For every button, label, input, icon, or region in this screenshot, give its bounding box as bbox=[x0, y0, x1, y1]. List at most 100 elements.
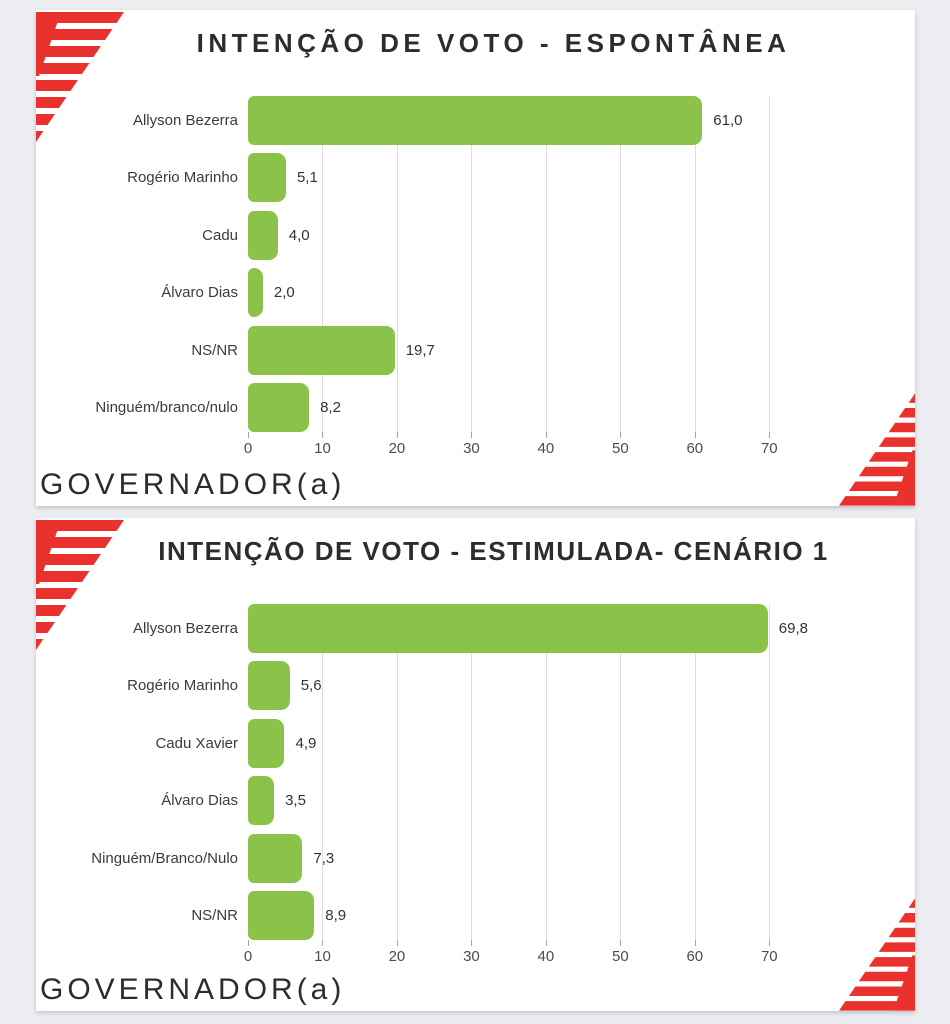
chart-footer-governador: GOVERNADOR(a) bbox=[40, 468, 346, 501]
bar bbox=[248, 890, 315, 940]
value-label: 61,0 bbox=[713, 112, 743, 129]
axis-tick-label: 0 bbox=[243, 948, 253, 965]
axis-tick-label: 70 bbox=[760, 440, 778, 457]
axis-tick-label: 20 bbox=[388, 948, 406, 965]
axis-tick-mark bbox=[396, 940, 398, 946]
bar bbox=[248, 268, 263, 318]
axis-tick-label: 10 bbox=[314, 440, 331, 457]
bar bbox=[248, 776, 275, 826]
bar bbox=[248, 210, 278, 260]
chart-row: Álvaro Dias 3,5 bbox=[36, 776, 881, 826]
chart-row: Cadu Xavier 4,9 bbox=[36, 718, 881, 768]
bar-track: 5,1 bbox=[248, 153, 881, 203]
axis-tick-mark bbox=[769, 432, 771, 438]
bar-track: 8,2 bbox=[248, 382, 881, 432]
bar bbox=[248, 382, 310, 432]
axis-spacer bbox=[36, 432, 248, 462]
axis-tick-label: 30 bbox=[463, 948, 480, 965]
axis-tick-mark bbox=[694, 940, 696, 946]
axis-tick-label: 50 bbox=[612, 948, 629, 965]
axis-tick-label: 40 bbox=[537, 440, 555, 457]
bar-track: 61,0 bbox=[248, 96, 881, 145]
chart-row: Rogério Marinho 5,1 bbox=[36, 153, 881, 203]
bar-track: 5,6 bbox=[248, 661, 881, 711]
axis-tick-label: 60 bbox=[686, 440, 704, 457]
gridline bbox=[322, 96, 324, 432]
category-label: Ninguém/branco/nulo bbox=[95, 398, 238, 416]
axis-tick-label: 70 bbox=[760, 948, 778, 965]
category-label: Álvaro Dias bbox=[161, 284, 238, 302]
category-label: Cadu bbox=[202, 226, 238, 244]
category-label: Rogério Marinho bbox=[127, 169, 238, 187]
axis-tick-mark bbox=[545, 940, 547, 946]
axis-tick-label: 10 bbox=[314, 948, 331, 965]
bar-track: 69,8 bbox=[248, 604, 881, 653]
gridline bbox=[471, 96, 473, 432]
bar-track: 4,9 bbox=[248, 718, 881, 768]
chart-row: NS/NR 19,7 bbox=[36, 325, 881, 375]
gridline bbox=[694, 604, 696, 940]
axis-tick-label: 30 bbox=[463, 440, 480, 457]
poll-card-espontanea: INTENÇÃO DE VOTO - ESPONTÂNEA Allyson Be… bbox=[36, 10, 915, 506]
value-label: 8,9 bbox=[325, 906, 347, 924]
chart-row: Allyson Bezerra 61,0 bbox=[36, 96, 881, 145]
chart-row: Álvaro Dias 2,0 bbox=[36, 268, 881, 318]
axis-tick-mark bbox=[322, 432, 324, 438]
value-label: 19,7 bbox=[405, 341, 435, 359]
axis-tick-mark bbox=[471, 432, 473, 438]
category-label: Allyson Bezerra bbox=[132, 620, 238, 637]
value-label: 8,2 bbox=[320, 398, 341, 416]
value-label: 2,0 bbox=[273, 284, 295, 302]
chart-plot-area: Allyson Bezerra 61,0 Rogério Marinho 5,1 Cad… bbox=[36, 96, 881, 432]
chart-row: Ninguém/Branco/Nulo 7,3 bbox=[36, 833, 881, 883]
gridline bbox=[620, 96, 622, 432]
chart-row: Allyson Bezerra 69,8 bbox=[36, 604, 881, 653]
axis-tick-mark bbox=[322, 940, 324, 946]
axis-line: 0 10 20 30 40 50 60 70 bbox=[244, 940, 881, 970]
axis-tick-mark bbox=[620, 940, 622, 946]
bar-track: 3,5 bbox=[248, 776, 881, 826]
chart-plot-area: Allyson Bezerra 69,8 Rogério Marinho 5,6 Cad… bbox=[36, 604, 881, 940]
axis-tick-mark bbox=[471, 940, 473, 946]
axis-tick-mark bbox=[248, 940, 249, 946]
bar bbox=[248, 718, 285, 768]
bar bbox=[248, 661, 290, 711]
grid-layer bbox=[248, 604, 881, 940]
chart-footer-governador: GOVERNADOR(a) bbox=[40, 973, 346, 1006]
category-label: Ninguém/Branco/Nulo bbox=[91, 849, 238, 867]
gridline bbox=[545, 604, 547, 940]
bar bbox=[248, 325, 395, 375]
gridline bbox=[769, 96, 771, 432]
red-stripes-decoration-bottom-right bbox=[839, 393, 915, 506]
axis-tick-mark bbox=[694, 432, 696, 438]
chart-row: Cadu 4,0 bbox=[36, 210, 881, 260]
category-label: NS/NR bbox=[191, 341, 238, 359]
gridline bbox=[545, 96, 547, 432]
axis-tick-mark bbox=[620, 432, 622, 438]
gridline bbox=[322, 604, 324, 940]
chart-row: Rogério Marinho 5,6 bbox=[36, 661, 881, 711]
axis-line: 0 10 20 30 40 50 60 70 bbox=[244, 432, 881, 462]
axis-tick-mark bbox=[545, 432, 547, 438]
gridline bbox=[396, 604, 398, 940]
bar-chart-estimulada: Allyson Bezerra 69,8 Rogério Marinho 5,6 Cad… bbox=[36, 604, 881, 970]
value-label: 3,5 bbox=[285, 792, 306, 810]
chart-row: Ninguém/branco/nulo 8,2 bbox=[36, 382, 881, 432]
axis-tick-label: 60 bbox=[686, 948, 704, 965]
value-label: 69,8 bbox=[778, 620, 808, 637]
category-label: NS/NR bbox=[191, 906, 238, 924]
chart-title-espontanea: INTENÇÃO DE VOTO - ESPONTÂNEA bbox=[196, 28, 791, 58]
bar-chart-espontanea: Allyson Bezerra 61,0 Rogério Marinho 5,1 Cad… bbox=[36, 96, 881, 462]
value-label: 4,0 bbox=[288, 226, 310, 244]
gridline bbox=[471, 604, 473, 940]
bar-track: 4,0 bbox=[248, 210, 881, 260]
value-label: 7,3 bbox=[313, 849, 335, 867]
axis-spacer bbox=[36, 940, 248, 970]
category-label: Rogério Marinho bbox=[127, 677, 238, 695]
axis-tick-mark bbox=[248, 432, 249, 438]
gridline bbox=[396, 96, 398, 432]
bar bbox=[248, 153, 286, 203]
chart-row: NS/NR 8,9 bbox=[36, 890, 881, 940]
axis-tick-mark bbox=[769, 940, 771, 946]
